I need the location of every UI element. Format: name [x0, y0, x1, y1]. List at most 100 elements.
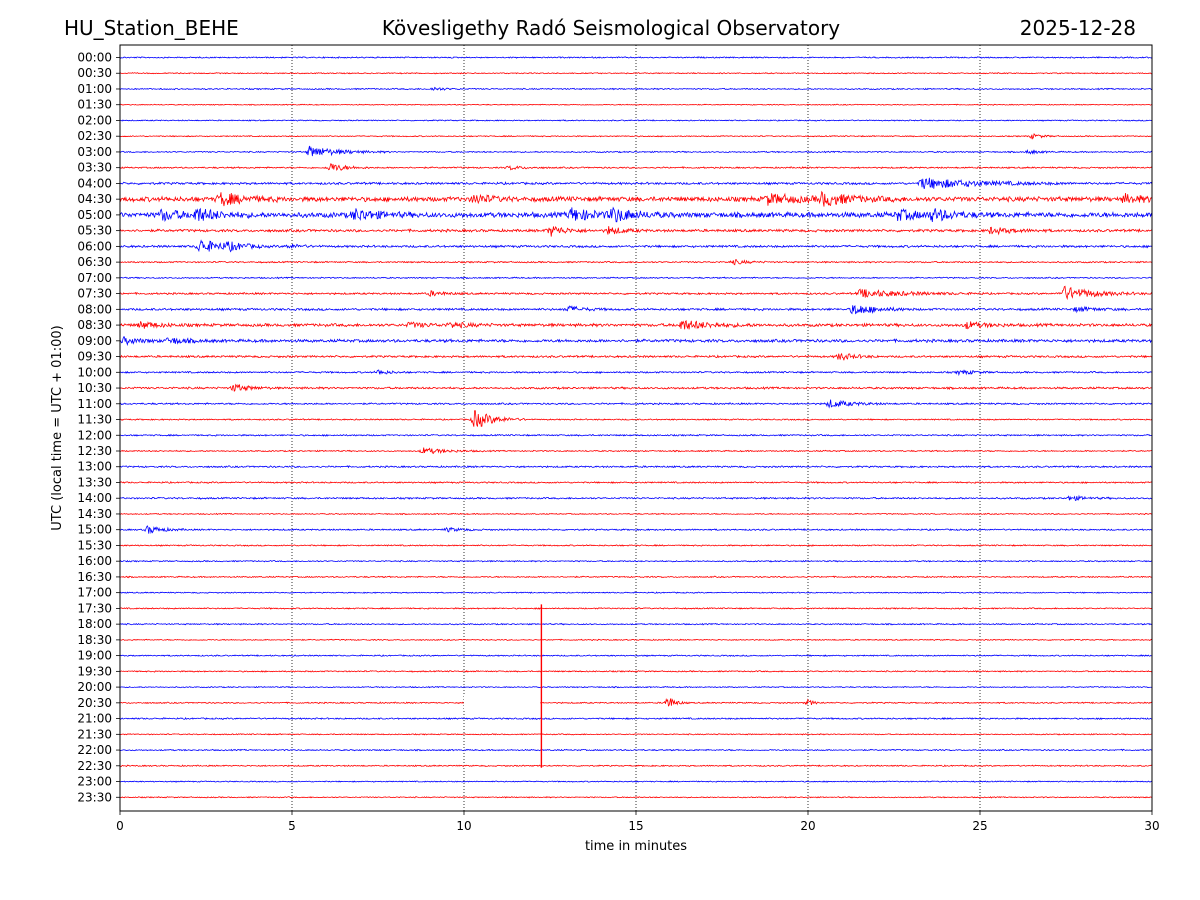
y-tick-label-2030: 20:30 [77, 696, 112, 710]
y-tick-label-0430: 04:30 [77, 192, 112, 206]
trace-1930 [119, 670, 1153, 673]
y-tick-label-0630: 06:30 [77, 255, 112, 269]
y-tick-label-2330: 23:30 [77, 790, 112, 804]
trace-0000 [119, 56, 1153, 59]
trace-1900 [119, 654, 1153, 657]
y-tick-label-1800: 18:00 [77, 617, 112, 631]
y-tick-label-2230: 22:30 [77, 759, 112, 773]
y-tick-label-1130: 11:30 [77, 413, 112, 427]
x-tick-label-30: 30 [1144, 819, 1159, 833]
chart-date: 2025-12-28 [1020, 16, 1136, 40]
x-tick-label-0: 0 [116, 819, 124, 833]
trace-1700 [119, 591, 1153, 594]
y-tick-label-1830: 18:30 [77, 633, 112, 647]
y-tick-label-0530: 05:30 [77, 224, 112, 238]
y-tick-label-1730: 17:30 [77, 601, 112, 615]
trace-0100 [119, 86, 1153, 91]
trace-2100 [119, 716, 1153, 721]
y-tick-label-0600: 06:00 [77, 239, 112, 253]
trace-1530 [119, 544, 1153, 547]
y-tick-label-0330: 03:30 [77, 161, 112, 175]
x-tick-label-15: 15 [628, 819, 643, 833]
trace-0900 [119, 336, 1153, 347]
x-tick-label-25: 25 [972, 819, 987, 833]
trace-0500 [119, 206, 1153, 223]
y-tick-label-1430: 14:30 [77, 507, 112, 521]
y-tick-label-1600: 16:00 [77, 554, 112, 568]
trace-1100 [119, 399, 1153, 409]
y-tick-label-1100: 11:00 [77, 397, 112, 411]
trace-0630 [119, 259, 1153, 266]
y-tick-label-0030: 00:30 [77, 66, 112, 80]
y-tick-label-0700: 07:00 [77, 271, 112, 285]
y-tick-label-2300: 23:00 [77, 775, 112, 789]
trace-1630 [119, 575, 1153, 579]
y-axis-label: UTC (local time = UTC + 01:00) [50, 325, 65, 530]
y-tick-label-1230: 12:30 [77, 444, 112, 458]
y-tick-label-1300: 13:00 [77, 460, 112, 474]
y-tick-label-1330: 13:30 [77, 475, 112, 489]
y-tick-label-1630: 16:30 [77, 570, 112, 584]
trace-0330 [119, 163, 1153, 171]
x-tick-label-10: 10 [456, 819, 471, 833]
trace-2000 [119, 685, 1153, 689]
trace-0600 [119, 239, 1153, 253]
y-tick-label-1700: 17:00 [77, 586, 112, 600]
trace-0300 [119, 145, 1153, 157]
y-tick-label-1400: 14:00 [77, 491, 112, 505]
trace-1200 [119, 433, 1153, 437]
trace-1400 [119, 494, 1153, 501]
chart-title: Kövesligethy Radó Seismological Observat… [382, 16, 840, 40]
y-tick-label-1000: 10:00 [77, 365, 112, 379]
trace-0830 [119, 320, 1153, 330]
trace-1430 [119, 512, 1153, 516]
trace-0700 [119, 276, 1153, 280]
trace-0230 [119, 133, 1153, 140]
y-tick-label-1200: 12:00 [77, 428, 112, 442]
y-tick-label-0100: 01:00 [77, 82, 112, 96]
x-axis-label: time in minutes [585, 839, 687, 854]
y-tick-label-1900: 19:00 [77, 649, 112, 663]
trace-2130 [119, 733, 1153, 736]
trace-1300 [119, 464, 1153, 469]
y-tick-label-0300: 03:00 [77, 145, 112, 159]
y-tick-label-0130: 01:30 [77, 98, 112, 112]
y-tick-label-2130: 21:30 [77, 727, 112, 741]
y-tick-label-0000: 00:00 [77, 51, 112, 65]
y-tick-label-0400: 04:00 [77, 176, 112, 190]
trace-2200 [119, 748, 1153, 752]
trace-0400 [119, 177, 1153, 189]
trace-1600 [119, 559, 1153, 563]
gap-0 [464, 695, 540, 710]
trace-2030 [119, 698, 1153, 707]
trace-1830 [119, 638, 1153, 642]
trace-2300 [119, 780, 1153, 783]
trace-0930 [119, 352, 1153, 361]
trace-0030 [119, 72, 1153, 75]
trace-0200 [119, 119, 1153, 122]
y-tick-label-0930: 09:30 [77, 350, 112, 364]
trace-1230 [119, 447, 1153, 455]
station-name: HU_Station_BEHE [64, 16, 239, 40]
y-tick-label-0730: 07:30 [77, 287, 112, 301]
trace-1330 [119, 480, 1153, 484]
y-tick-label-0900: 09:00 [77, 334, 112, 348]
y-tick-label-0800: 08:00 [77, 302, 112, 316]
y-tick-label-2100: 21:00 [77, 712, 112, 726]
data-gaps [464, 695, 540, 710]
trace-0730 [119, 285, 1153, 301]
plot-frame [119, 44, 1153, 812]
trace-0130 [119, 103, 1153, 106]
y-tick-label-0830: 08:30 [77, 318, 112, 332]
y-tick-label-2000: 20:00 [77, 680, 112, 694]
trace-0430 [119, 190, 1153, 207]
trace-1030 [119, 383, 1153, 392]
y-tick-label-1030: 10:30 [77, 381, 112, 395]
y-tick-label-1500: 15:00 [77, 523, 112, 537]
trace-1800 [119, 622, 1153, 626]
trace-1500 [119, 525, 1153, 535]
x-tick-label-5: 5 [288, 819, 296, 833]
trace-1730 [119, 607, 1153, 610]
